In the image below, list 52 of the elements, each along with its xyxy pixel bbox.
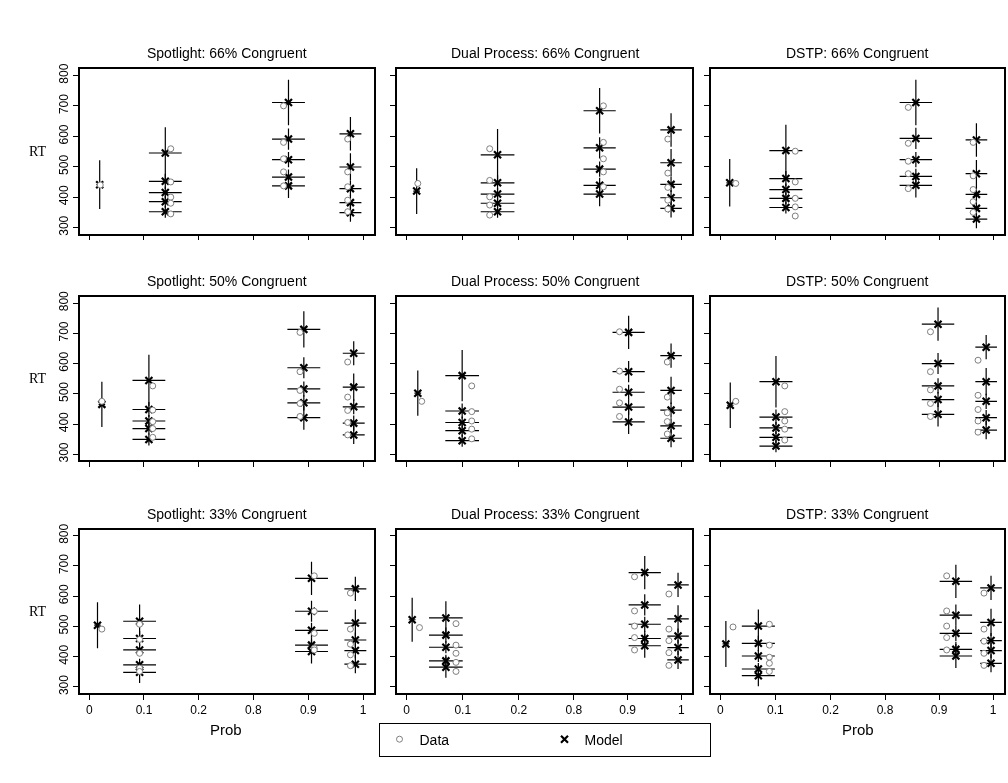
y-axis-title: RT	[29, 604, 47, 619]
y-tick-label: 300	[57, 674, 72, 696]
legend-label: Model	[584, 731, 623, 748]
x-tick-label: 0	[85, 703, 93, 718]
y-tick-label: 700	[57, 93, 72, 115]
y-tick-label: 800	[57, 523, 72, 544]
y-tick-label: 400	[57, 644, 72, 665]
x-tick-label: 1	[989, 703, 997, 718]
y-tick-label: 600	[57, 584, 72, 605]
x-axis-title: Prob	[842, 721, 874, 738]
x-tick-label: 1	[677, 703, 685, 718]
x-tick-label: 0.1	[767, 703, 785, 718]
y-tick-label: 800	[57, 63, 72, 84]
x-tick-label: 0.2	[190, 703, 208, 718]
y-tick-label: 800	[57, 290, 72, 312]
x-tick-label: 0	[403, 703, 411, 718]
legend-label: Data	[419, 731, 450, 748]
x-axis-title: Prob	[210, 721, 242, 738]
chart-title: DSTP: 50% Congruent	[786, 273, 929, 289]
y-tick-label: 300	[57, 442, 72, 463]
x-tick-label: 0.8	[245, 703, 263, 718]
x-tick-label: 1	[359, 703, 367, 718]
x-tick-label: 0.8	[565, 703, 583, 718]
chart-title: Dual Process: 66% Congruent	[451, 45, 640, 61]
y-axis-title: RT	[29, 371, 47, 386]
x-tick-label: 0.2	[510, 703, 528, 718]
y-tick-label: 500	[57, 614, 72, 635]
x-tick-label: 0.8	[876, 703, 894, 718]
x-tick-label: 0.1	[135, 703, 153, 718]
chart-title: DSTP: 33% Congruent	[786, 506, 929, 522]
chart-title: Spotlight: 33% Congruent	[147, 506, 307, 522]
y-tick-label: 500	[57, 381, 72, 402]
y-tick-label: 700	[57, 321, 72, 342]
y-tick-label: 600	[57, 351, 72, 372]
chart-title: Dual Process: 33% Congruent	[451, 506, 640, 522]
y-axis-title: RT	[29, 144, 47, 159]
chart-title: Spotlight: 66% Congruent	[147, 45, 307, 61]
y-tick-label: 300	[57, 215, 72, 236]
x-tick-label: 0.9	[619, 703, 637, 718]
x-tick-label: 0.9	[299, 703, 317, 718]
y-tick-label: 700	[57, 553, 72, 575]
y-tick-label: 600	[57, 124, 72, 145]
y-tick-label: 500	[57, 154, 72, 175]
y-tick-label: 400	[57, 411, 72, 433]
chart-title: Spotlight: 50% Congruent	[147, 273, 307, 289]
y-tick-label: 400	[57, 185, 72, 206]
chart-title: DSTP: 66% Congruent	[786, 45, 929, 61]
x-tick-label: 0	[717, 703, 725, 718]
chart-title: Dual Process: 50% Congruent	[451, 273, 640, 289]
x-tick-label: 0.1	[454, 703, 472, 718]
x-tick-label: 0.9	[930, 703, 948, 718]
x-tick-label: 0.2	[822, 703, 840, 718]
